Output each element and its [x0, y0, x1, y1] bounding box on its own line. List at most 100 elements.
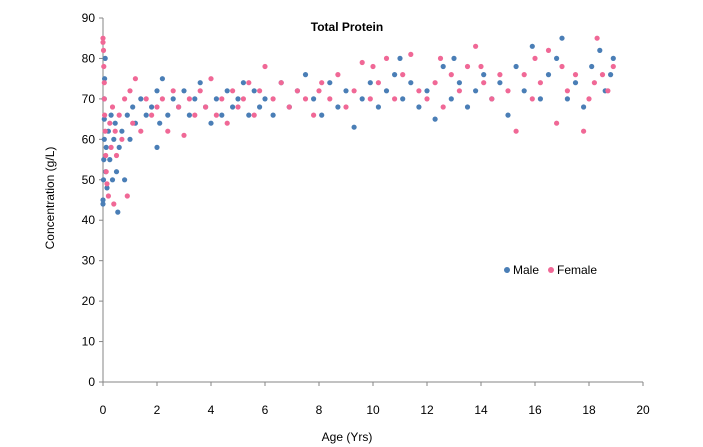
data-point-male [115, 209, 121, 215]
data-point-male [270, 112, 276, 118]
data-point-male [213, 96, 219, 102]
data-point-male [101, 136, 107, 142]
data-point-male [440, 63, 446, 70]
data-point-female [497, 72, 503, 78]
data-point-male [240, 80, 246, 86]
data-point-male [100, 177, 107, 183]
data-point-female [440, 104, 446, 110]
data-point-female [143, 96, 149, 102]
data-point-male [581, 104, 587, 110]
data-point-female [473, 43, 479, 49]
y-tick-label: 0 [88, 375, 95, 389]
data-point-male [113, 169, 120, 175]
data-point-female [302, 96, 309, 102]
data-point-male [564, 96, 571, 102]
data-point-female [367, 96, 373, 102]
data-point-female [521, 72, 527, 78]
data-point-female [251, 112, 257, 118]
data-point-female [240, 96, 246, 102]
x-tick-label: 20 [636, 403, 650, 417]
data-point-female [270, 96, 276, 102]
data-point-female [100, 39, 106, 45]
y-tick-label: 20 [82, 294, 96, 308]
data-point-female [343, 104, 349, 110]
data-point-male [257, 104, 263, 110]
data-point-female [102, 128, 108, 134]
data-point-male [138, 96, 144, 102]
legend-label-male: Male [513, 263, 539, 277]
data-point-female [383, 55, 390, 62]
data-point-female [311, 112, 317, 118]
data-point-female [319, 80, 325, 86]
y-tick-label: 70 [82, 92, 96, 106]
data-point-male [149, 104, 155, 110]
data-point-female [104, 181, 110, 187]
data-point-female [108, 144, 114, 150]
y-tick-label: 10 [82, 335, 96, 349]
legend-marker-male [504, 267, 510, 273]
data-point-female [105, 193, 111, 199]
data-point-female [101, 80, 107, 86]
data-point-male [127, 136, 133, 142]
data-point-female [537, 80, 544, 86]
data-point-male [157, 120, 163, 126]
data-point-male [597, 47, 603, 54]
data-point-female [416, 88, 422, 94]
data-point-female [111, 201, 117, 207]
data-point-female [359, 59, 365, 66]
data-point-female [599, 72, 606, 78]
data-point-female [437, 55, 444, 62]
x-tick-label: 18 [582, 403, 596, 417]
data-point-female [327, 96, 333, 102]
data-point-male [116, 144, 122, 150]
data-point-male [521, 88, 527, 94]
data-point-male [192, 96, 198, 102]
data-point-male [181, 88, 187, 94]
x-tick-label: 14 [474, 403, 488, 417]
data-point-male [112, 120, 118, 126]
data-point-female [489, 96, 495, 102]
data-point-male [103, 144, 109, 150]
data-point-female [176, 104, 182, 110]
data-point-male [572, 80, 579, 86]
chart-title: Total Protein [311, 20, 383, 34]
data-point-female [102, 112, 108, 118]
data-point-male [130, 104, 136, 110]
x-tick-label: 0 [100, 403, 107, 417]
data-point-male [246, 112, 252, 118]
data-point-male [311, 96, 317, 102]
data-point-female [591, 80, 598, 86]
data-point-female [481, 80, 487, 86]
data-point-female [100, 35, 106, 41]
data-point-male [397, 55, 403, 62]
data-point-female [564, 88, 571, 94]
data-point-male [545, 72, 552, 78]
data-point-female [294, 88, 300, 94]
data-point-male [219, 112, 225, 118]
data-point-female [392, 96, 398, 102]
data-point-female [278, 80, 284, 86]
y-tick-label: 40 [82, 213, 96, 227]
data-point-male [154, 144, 160, 150]
data-point-female [130, 120, 136, 126]
x-tick-label: 8 [316, 403, 323, 417]
data-point-male [327, 80, 333, 86]
x-tick-label: 16 [528, 403, 542, 417]
data-point-male [251, 88, 257, 94]
y-tick-label: 30 [82, 254, 96, 268]
data-point-male [111, 136, 117, 142]
data-point-male [143, 112, 149, 118]
series-male [100, 35, 616, 215]
data-point-male [186, 112, 192, 118]
data-point-female [529, 96, 535, 102]
data-point-male [302, 72, 309, 78]
data-point-female [103, 152, 109, 159]
data-point-female [192, 112, 198, 118]
data-point-female [478, 63, 484, 70]
x-tick-label: 4 [208, 403, 215, 417]
x-tick-label: 10 [366, 403, 380, 417]
data-point-female [159, 96, 165, 102]
data-point-female [351, 88, 357, 94]
data-point-female [208, 76, 214, 82]
data-point-female [101, 96, 107, 102]
